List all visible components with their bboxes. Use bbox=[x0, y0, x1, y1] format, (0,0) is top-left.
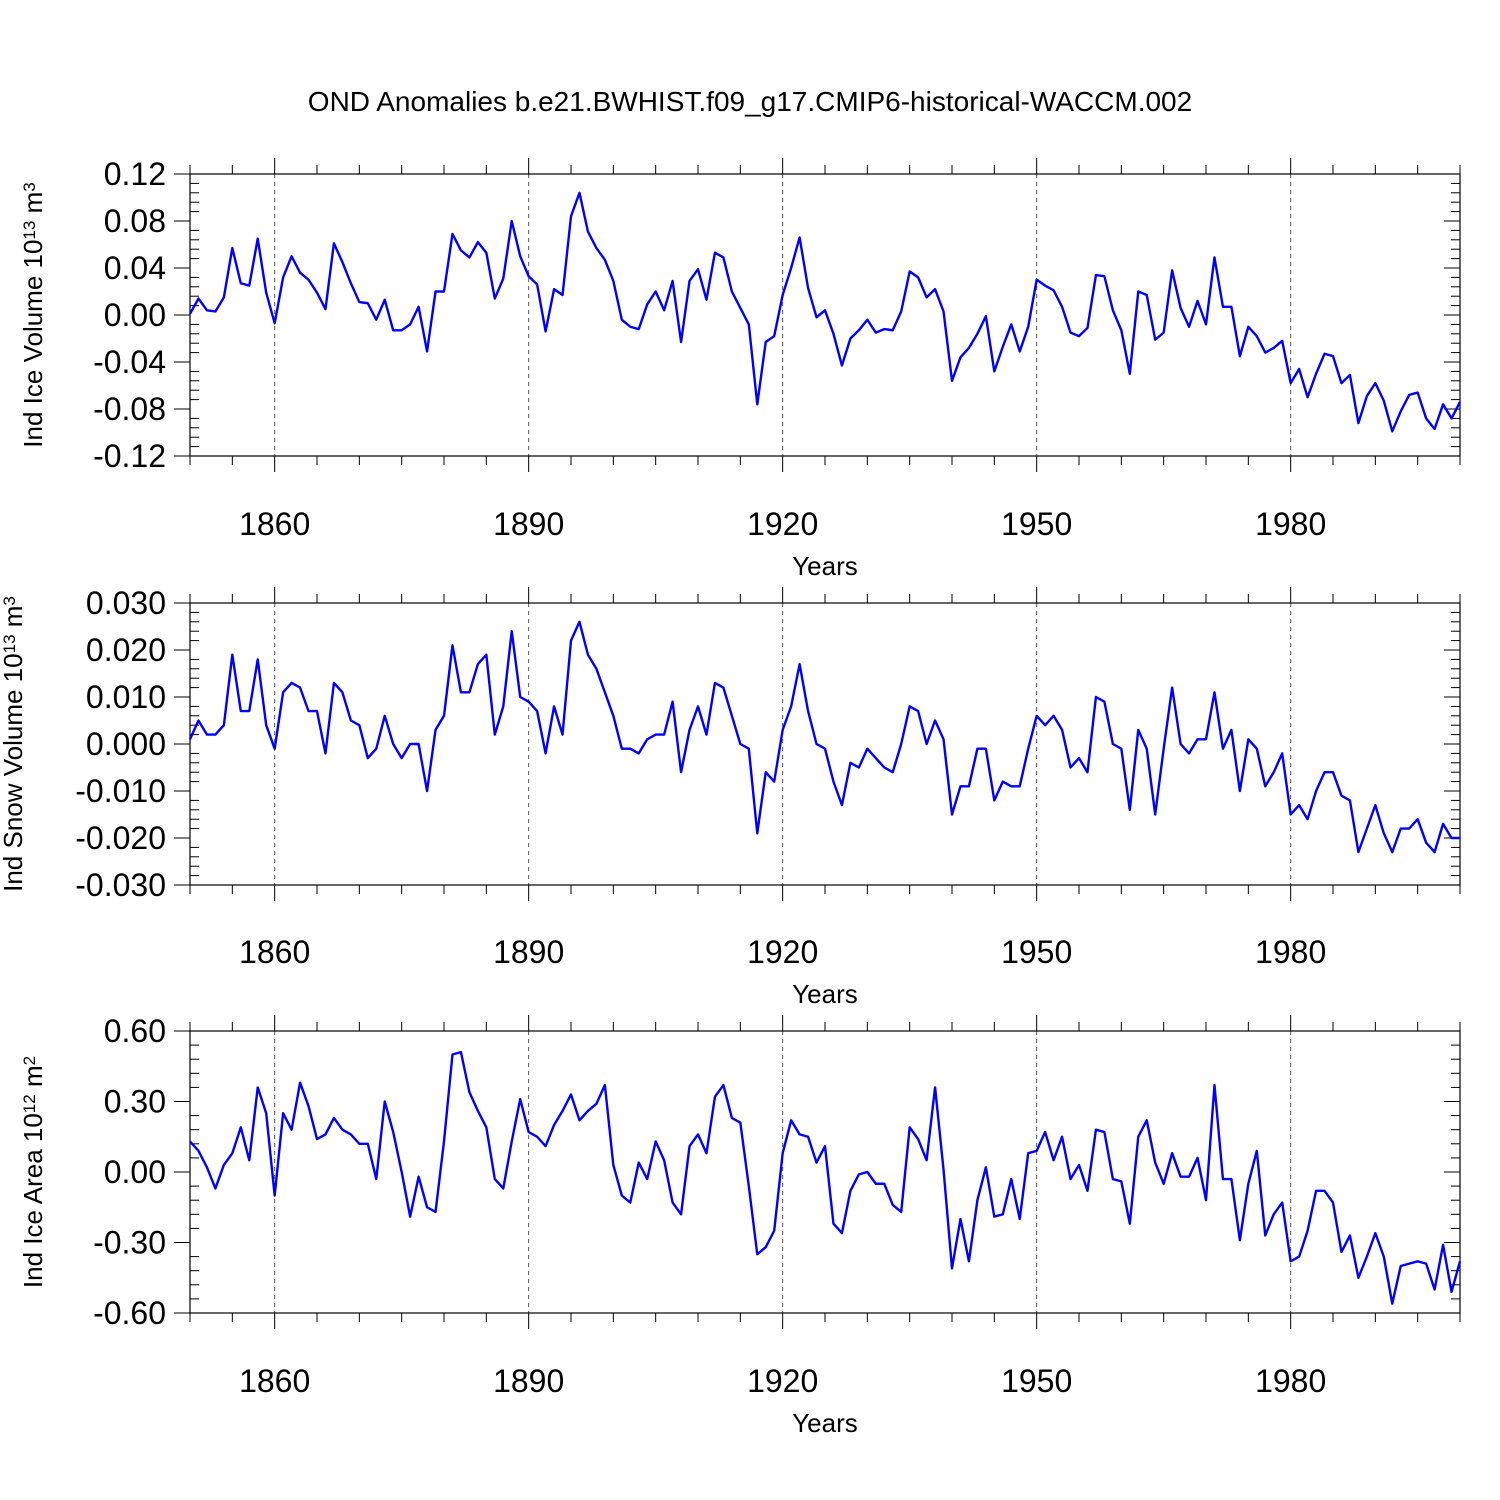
x-tick-label: 1950 bbox=[1001, 506, 1072, 542]
y-tick-label: -0.60 bbox=[93, 1295, 166, 1331]
y-axis-label-superscript: 3 bbox=[0, 596, 19, 605]
x-axis-label: Years bbox=[792, 551, 858, 581]
y-axis-label: Ind Snow Volume 1013 m3 bbox=[0, 596, 28, 892]
y-tick-label: 0.020 bbox=[86, 632, 166, 668]
y-tick-label: -0.08 bbox=[93, 391, 166, 427]
y-axis-label-part: m bbox=[18, 1065, 48, 1094]
x-tick-label: 1920 bbox=[747, 934, 818, 970]
y-axis-label-superscript: 13 bbox=[0, 634, 19, 653]
x-tick-label: 1920 bbox=[747, 1363, 818, 1399]
series-line-1 bbox=[188, 191, 1462, 433]
panels: -0.12 -0.08 -0.04 0.00 0.04 0.08 0.12 1860 1890 1… bbox=[0, 156, 1462, 1438]
x-tick-label: 1860 bbox=[239, 934, 310, 970]
y-tick-label: 0.010 bbox=[86, 679, 166, 715]
y-tick-label: 0.000 bbox=[86, 726, 166, 762]
series-line-1 bbox=[188, 620, 1460, 854]
x-tick-label: 1980 bbox=[1255, 506, 1326, 542]
y-tick-label: 0.60 bbox=[104, 1013, 166, 1049]
y-tick-label: -0.010 bbox=[75, 773, 166, 809]
x-tick-label: 1860 bbox=[239, 1363, 310, 1399]
y-tick-label: -0.04 bbox=[93, 344, 166, 380]
figure-title: OND Anomalies b.e21.BWHIST.f09_g17.CMIP6… bbox=[308, 86, 1192, 117]
y-tick-label: 0.00 bbox=[104, 1154, 166, 1190]
plot-frame bbox=[189, 602, 1461, 886]
y-tick-label: 0.030 bbox=[86, 585, 166, 621]
y-tick-label: -0.030 bbox=[75, 867, 166, 903]
chart-panel-1: -0.12 -0.08 -0.04 0.00 0.04 0.08 0.12 1860 1890 1… bbox=[18, 156, 1462, 581]
y-tick-label: 0.30 bbox=[104, 1084, 166, 1120]
y-axis-label-part: m bbox=[0, 606, 28, 635]
chart-panel-3: -0.60 -0.30 0.00 0.30 0.60 1860 1890 1920 1950 19… bbox=[18, 1013, 1462, 1438]
y-axis-label-superscript: 2 bbox=[20, 1056, 39, 1065]
x-tick-label: 1890 bbox=[493, 1363, 564, 1399]
y-tick-label: 0.04 bbox=[104, 250, 166, 286]
x-tick-label: 1890 bbox=[493, 934, 564, 970]
y-axis-label-superscript: 13 bbox=[20, 221, 39, 240]
y-tick-label: 0.08 bbox=[104, 203, 166, 239]
y-tick-label: -0.020 bbox=[75, 820, 166, 856]
y-axis-label-part: Ind Snow Volume 10 bbox=[0, 653, 28, 892]
series-line-1 bbox=[189, 1050, 1462, 1305]
x-tick-label: 1890 bbox=[493, 506, 564, 542]
plot-frame bbox=[189, 173, 1461, 457]
y-axis-label-superscript: 12 bbox=[20, 1094, 39, 1113]
y-tick-label: 0.12 bbox=[104, 156, 166, 192]
x-tick-label: 1980 bbox=[1255, 934, 1326, 970]
y-axis-label: Ind Ice Volume 1013 m3 bbox=[18, 182, 48, 447]
plot-frame bbox=[189, 1030, 1461, 1314]
x-tick-label: 1920 bbox=[747, 506, 818, 542]
x-axis-label: Years bbox=[792, 979, 858, 1009]
y-axis-label-part: Ind Ice Area 10 bbox=[18, 1113, 48, 1288]
x-axis-label: Years bbox=[792, 1408, 858, 1438]
y-axis-label-part: m bbox=[18, 192, 48, 221]
chart-panel-2: -0.030 -0.020 -0.010 0.000 0.010 0.020 0.030 18… bbox=[0, 585, 1461, 1009]
x-tick-label: 1950 bbox=[1001, 1363, 1072, 1399]
y-tick-label: -0.30 bbox=[93, 1225, 166, 1261]
y-tick-label: 0.00 bbox=[104, 297, 166, 333]
y-axis-label-part: Ind Ice Volume 10 bbox=[18, 240, 48, 448]
y-tick-label: -0.12 bbox=[93, 438, 166, 474]
x-tick-label: 1950 bbox=[1001, 934, 1072, 970]
y-axis-label-superscript: 3 bbox=[20, 182, 39, 191]
x-tick-label: 1980 bbox=[1255, 1363, 1326, 1399]
x-tick-label: 1860 bbox=[239, 506, 310, 542]
y-axis-label: Ind Ice Area 1012 m2 bbox=[18, 1056, 48, 1288]
